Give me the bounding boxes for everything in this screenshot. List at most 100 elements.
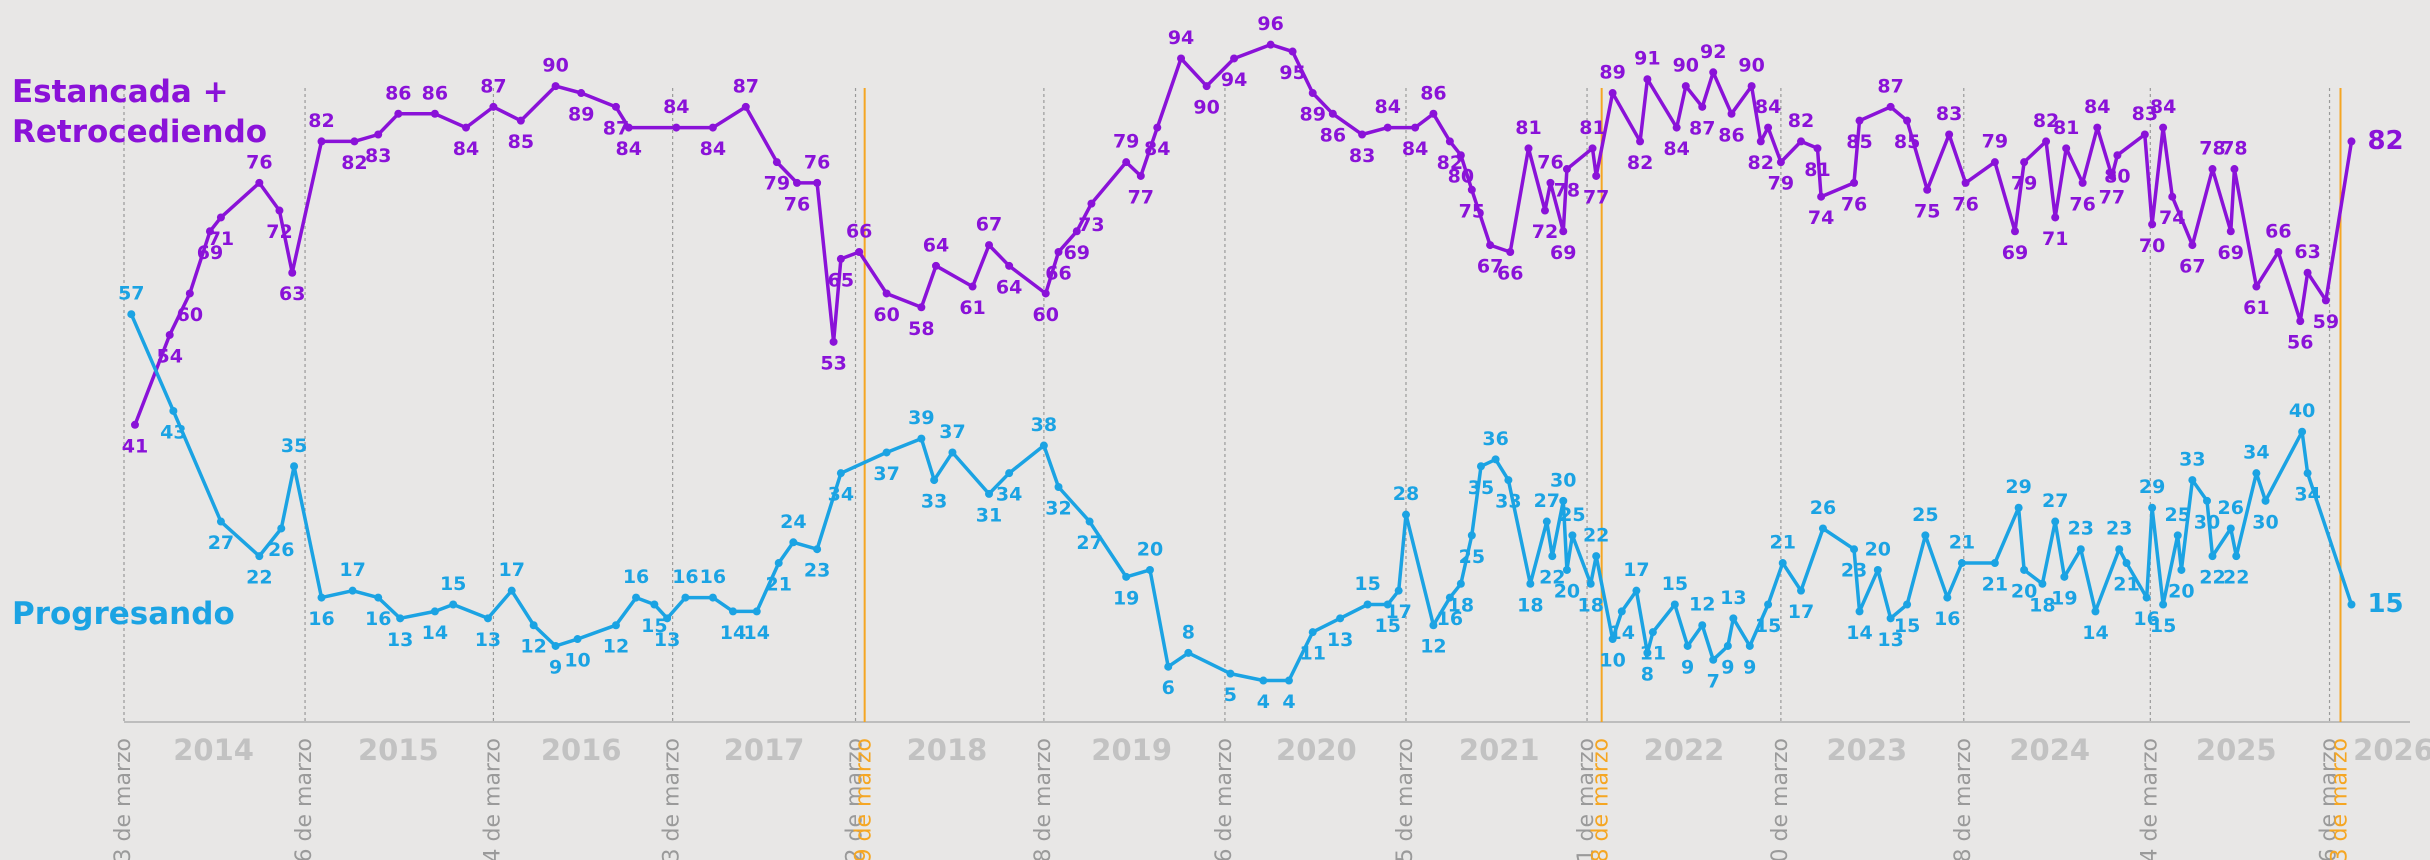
data-label: 90 [1738,55,1764,77]
data-label: 9 [1681,656,1694,678]
data-point [1524,144,1533,153]
data-label: 9 [1743,656,1756,678]
data-label: 16 [2133,608,2159,630]
data-label: 94 [1221,69,1247,91]
data-point [1923,185,1932,194]
data-point [1476,462,1485,471]
data-label: 72 [1532,221,1558,243]
date-tick-label: 6 de marzo [2317,738,2342,860]
data-point [2226,227,2235,236]
data-point [1445,593,1454,602]
data-point [1041,289,1050,298]
data-point [1776,158,1785,167]
year-label: 2022 [1644,733,1725,767]
year-label: 2015 [358,733,439,767]
data-point [507,586,516,595]
data-label: 31 [976,504,1002,526]
data-label: 33 [2179,449,2205,471]
data-point [1548,552,1557,561]
data-point [1054,248,1063,256]
data-point [1990,559,1999,568]
data-label: 80 [2104,166,2130,188]
data-point [1153,123,1162,132]
data-point [1394,586,1403,595]
data-label: 29 [2005,476,2031,498]
data-point [394,109,403,118]
data-label: 59 [2313,311,2339,333]
end-label: 82 [2367,126,2403,156]
data-point [1486,241,1495,250]
data-label: 13 [475,629,501,651]
data-label: 26 [2218,497,2244,519]
data-point [2148,503,2157,512]
data-label: 30 [1550,469,1576,491]
data-label: 23 [2068,518,2094,540]
data-point [2230,165,2239,174]
data-point [1608,89,1617,98]
data-point [1266,40,1275,49]
data-point [551,641,560,650]
data-point [1456,151,1465,160]
data-label: 74 [2159,207,2185,229]
data-point [829,337,838,346]
data-point [396,614,405,623]
data-label: 25 [2165,504,2191,526]
data-label: 81 [1515,117,1541,139]
data-point [216,213,225,222]
data-label: 76 [2069,193,2095,215]
data-label: 17 [339,559,365,581]
data-point [1226,669,1235,678]
data-label: 14 [2082,622,2108,644]
data-point [1636,137,1645,146]
data-point [2076,545,2085,554]
data-label: 84 [453,138,479,160]
data-point [255,552,264,561]
data-label: 34 [828,484,854,506]
data-label: 79 [764,173,790,195]
data-point [1608,635,1617,644]
data-point [1586,579,1595,588]
data-point [917,303,926,312]
data-label: 17 [1788,601,1814,623]
data-point [1990,158,1999,167]
data-point [275,206,284,215]
data-label: 27 [1076,532,1102,554]
data-label: 15 [440,573,466,595]
data-point [1401,510,1410,519]
data-label: 56 [2287,332,2313,354]
data-point [1308,89,1317,98]
data-label: 41 [122,435,148,457]
data-label: 60 [873,304,899,326]
data-point [917,434,926,443]
data-label: 77 [2099,186,2125,208]
data-point [1764,600,1773,609]
legend-blue: Progresando [12,596,235,632]
data-point [1729,614,1738,623]
data-point [2038,579,2047,588]
data-point [169,406,178,415]
data-label: 76 [1537,151,1563,173]
data-label: 82 [1627,152,1653,174]
data-label: 22 [1539,567,1565,589]
data-label: 20 [2168,580,2194,602]
data-label: 19 [1113,587,1139,609]
data-point [813,178,822,187]
data-point [130,420,139,429]
data-label: 89 [568,104,594,126]
data-point [792,178,801,187]
data-label: 84 [616,138,642,160]
data-label: 18 [1448,594,1474,616]
data-point [2051,517,2060,526]
data-point [216,517,225,526]
data-point [1284,676,1293,685]
data-point [985,489,994,498]
data-point [882,289,891,298]
data-label: 69 [1064,242,1090,264]
data-point [1632,586,1641,595]
data-point [2122,559,2131,568]
data-label: 12 [520,636,546,658]
data-point [2168,192,2177,201]
data-label: 83 [2132,103,2158,125]
data-label: 20 [1865,538,1891,560]
data-label: 11 [1299,643,1325,665]
